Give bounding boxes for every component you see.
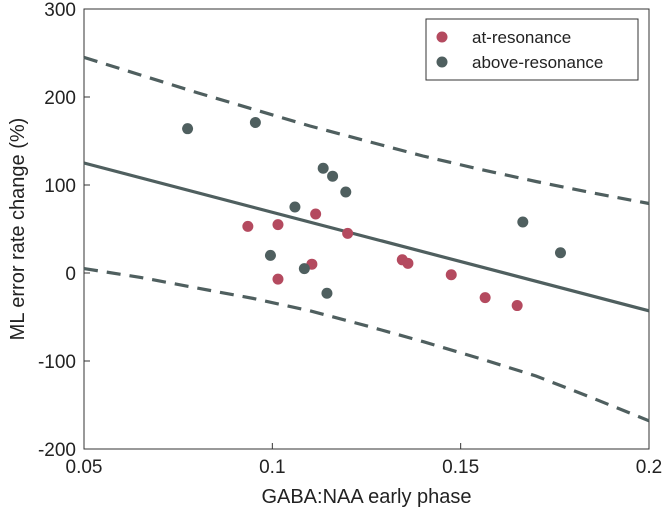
- point-at-resonance: [402, 257, 414, 269]
- point-above-resonance: [298, 263, 310, 275]
- point-above-resonance: [321, 287, 333, 299]
- y-axis-label: ML error rate change (%): [7, 118, 29, 341]
- x-tick-label: 0.15: [442, 457, 479, 478]
- y-tick-label: 200: [44, 88, 76, 109]
- point-above-resonance: [249, 117, 261, 129]
- point-at-resonance: [242, 220, 254, 232]
- point-at-resonance: [479, 292, 491, 304]
- x-axis-ticks: 0.05 0.1 0.15 0.2: [66, 443, 662, 478]
- y-tick-label: -200: [38, 440, 76, 461]
- data-points: [182, 117, 566, 312]
- legend-marker-at-resonance: [436, 31, 448, 43]
- legend-label-above-resonance: above-resonance: [472, 53, 603, 72]
- point-above-resonance: [327, 170, 339, 182]
- confidence-bands: [83, 55, 650, 423]
- legend-label-at-resonance: at-resonance: [472, 28, 571, 47]
- legend-marker-above-resonance: [436, 56, 448, 68]
- y-tick-label: -100: [38, 352, 76, 373]
- point-at-resonance: [310, 208, 322, 220]
- point-above-resonance: [317, 162, 329, 174]
- plot-frame: [83, 8, 650, 450]
- confidence-upper-line: [83, 55, 650, 206]
- y-tick-label: 0: [65, 264, 76, 285]
- x-tick-label: 0.2: [636, 457, 662, 478]
- point-at-resonance: [272, 219, 284, 231]
- point-at-resonance: [445, 269, 457, 281]
- y-axis-ticks: -200 -100 0 100 200 300: [38, 0, 90, 461]
- x-axis-label: GABA:NAA early phase: [261, 486, 471, 508]
- point-above-resonance: [264, 249, 276, 261]
- point-above-resonance: [554, 247, 566, 259]
- y-tick-label: 300: [44, 0, 76, 21]
- point-at-resonance: [342, 227, 354, 239]
- fit-line: [83, 161, 650, 313]
- legend-box: [425, 18, 639, 81]
- x-tick-label: 0.1: [259, 457, 285, 478]
- x-tick-label: 0.05: [66, 457, 103, 478]
- regression-line: [83, 161, 650, 313]
- confidence-lower-line: [83, 267, 650, 423]
- point-above-resonance: [289, 201, 301, 213]
- plot-area: [83, 8, 650, 450]
- point-above-resonance: [517, 216, 529, 228]
- point-at-resonance: [272, 273, 284, 285]
- point-above-resonance: [182, 123, 194, 135]
- point-above-resonance: [340, 186, 352, 198]
- legend: at-resonance above-resonance: [425, 18, 639, 81]
- y-tick-label: 100: [44, 176, 76, 197]
- point-at-resonance: [511, 300, 523, 312]
